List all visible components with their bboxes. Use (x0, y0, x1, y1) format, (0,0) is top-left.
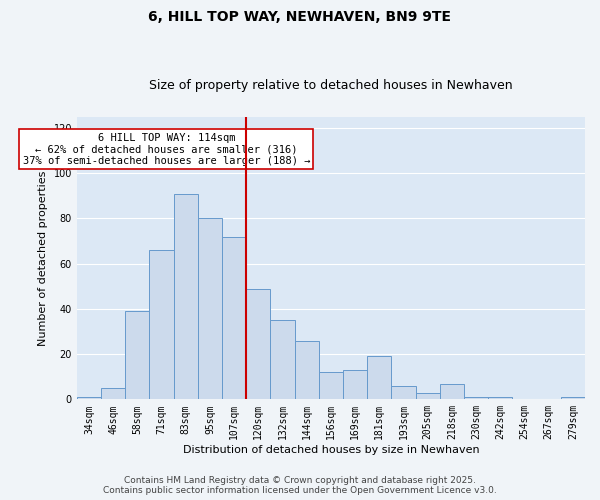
Bar (77, 397, 101, 400)
Y-axis label: Number of detached properties: Number of detached properties (38, 170, 48, 346)
Bar (149, 250, 173, 400)
Bar (464, 397, 488, 400)
Bar (416, 392, 440, 400)
Bar (391, 386, 416, 400)
Bar (343, 370, 367, 400)
Text: Contains HM Land Registry data © Crown copyright and database right 2025.
Contai: Contains HM Land Registry data © Crown c… (103, 476, 497, 495)
Bar (101, 388, 125, 400)
Title: Size of property relative to detached houses in Newhaven: Size of property relative to detached ho… (149, 79, 513, 92)
Bar (173, 194, 198, 400)
Text: 6 HILL TOP WAY: 114sqm
← 62% of detached houses are smaller (316)
37% of semi-de: 6 HILL TOP WAY: 114sqm ← 62% of detached… (23, 132, 310, 166)
X-axis label: Distribution of detached houses by size in Newhaven: Distribution of detached houses by size … (182, 445, 479, 455)
Bar (440, 384, 464, 400)
Bar (367, 356, 391, 400)
Bar (319, 372, 343, 400)
Bar (222, 236, 246, 400)
Bar (198, 218, 222, 400)
Bar (488, 397, 512, 400)
Bar (246, 288, 271, 400)
Bar (271, 320, 295, 400)
Bar (561, 397, 585, 400)
Bar (125, 311, 149, 400)
Text: 6, HILL TOP WAY, NEWHAVEN, BN9 9TE: 6, HILL TOP WAY, NEWHAVEN, BN9 9TE (149, 10, 452, 24)
Bar (295, 340, 319, 400)
